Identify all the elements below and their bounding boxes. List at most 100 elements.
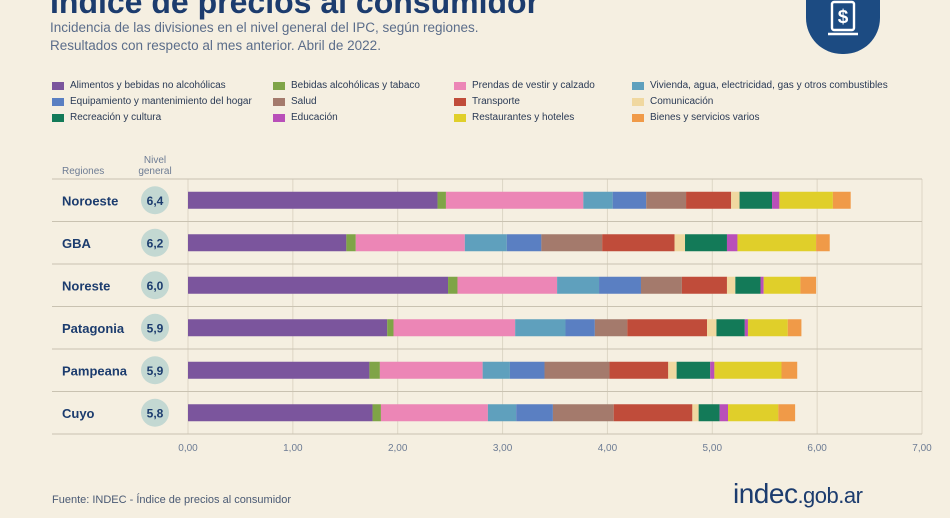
- legend-swatch: [454, 97, 466, 106]
- subtitle-line-1: Incidencia de las divisiones en el nivel…: [50, 20, 479, 35]
- chart-legend: Alimentos y bebidas no alcohólicas Bebida…: [52, 80, 932, 130]
- x-tick-label: 7,00: [912, 443, 932, 454]
- bar-segment: [719, 404, 729, 422]
- bar-segment: [726, 276, 736, 294]
- logo-domain: .gob.ar: [797, 483, 863, 508]
- legend-item: Vivienda, agua, electricidad, gas y otro…: [632, 80, 888, 91]
- bar-segment: [710, 361, 715, 379]
- bar-segment: [735, 276, 761, 294]
- x-tick-label: 4,00: [598, 443, 618, 454]
- legend-swatch: [273, 81, 285, 90]
- legend-swatch: [454, 81, 466, 90]
- bar-segment: [609, 361, 669, 379]
- bar-segment: [832, 191, 851, 209]
- general-header-line1: Nivel: [144, 155, 166, 166]
- bar-segment: [565, 319, 595, 337]
- bar-segment: [816, 234, 830, 252]
- bar-segment: [437, 191, 446, 209]
- bar-segment: [387, 319, 394, 337]
- legend-item: Bienes y servicios varios: [632, 112, 759, 123]
- legend-label: Transporte: [472, 96, 520, 107]
- bar-segment: [674, 234, 686, 252]
- bar-segment: [464, 234, 507, 252]
- bar-segment: [355, 234, 465, 252]
- bar-segment: [739, 191, 773, 209]
- bar-segment: [487, 404, 517, 422]
- bar-segment: [393, 319, 516, 337]
- bar-segment: [379, 361, 483, 379]
- dollar-document-glyph: $: [828, 0, 858, 36]
- bar-segment: [685, 234, 727, 252]
- bar-segment: [778, 404, 796, 422]
- bar-segment: [188, 234, 347, 252]
- region-label: Cuyo: [62, 406, 95, 421]
- dollar-document-icon: $: [806, 0, 880, 54]
- legend-swatch: [632, 97, 644, 106]
- legend-label: Comunicación: [650, 96, 714, 107]
- x-tick-label: 2,00: [388, 443, 408, 454]
- bar-segment: [613, 404, 693, 422]
- legend-item: Prendas de vestir y calzado: [454, 80, 595, 91]
- bar-segment: [747, 319, 788, 337]
- general-level-value: 6,4: [147, 194, 164, 208]
- bar-segment: [188, 361, 370, 379]
- bar-segment: [737, 234, 817, 252]
- legend-label: Bienes y servicios varios: [650, 112, 760, 123]
- legend-label: Educación: [291, 112, 338, 123]
- bar-segment: [457, 276, 558, 294]
- legend-item: Equipamiento y mantenimiento del hogar: [52, 96, 252, 107]
- source-note: Fuente: INDEC - Índice de precios al con…: [52, 494, 292, 506]
- legend-item: Restaurantes y hoteles: [454, 112, 574, 123]
- bar-segment: [509, 361, 545, 379]
- regions-header: Regiones: [62, 166, 104, 177]
- bar-segment: [557, 276, 600, 294]
- x-tick-label: 6,00: [807, 443, 827, 454]
- bar-segment: [506, 234, 542, 252]
- page-title: Índice de precios al consumidor: [50, 0, 540, 20]
- bar-segment: [707, 319, 717, 337]
- legend-item: Recreación y cultura: [52, 112, 161, 123]
- bar-segment: [445, 191, 584, 209]
- general-level-circle: [141, 398, 169, 427]
- legend-swatch: [273, 113, 285, 122]
- region-label: Noreste: [62, 278, 110, 293]
- legend-label: Recreación y cultura: [70, 112, 162, 123]
- bar-segment: [744, 319, 748, 337]
- general-level-circle: [141, 271, 169, 300]
- bar-segment: [188, 276, 449, 294]
- bar-segment: [482, 361, 510, 379]
- bar-segment: [646, 191, 687, 209]
- bar-segment: [346, 234, 356, 252]
- bar-segment: [698, 404, 720, 422]
- legend-item: Comunicación: [632, 96, 713, 107]
- general-level-circle: [141, 228, 169, 257]
- legend-swatch: [632, 81, 644, 90]
- bar-segment: [188, 191, 438, 209]
- legend-item: Educación: [273, 112, 338, 123]
- x-tick-label: 5,00: [703, 443, 723, 454]
- legend-swatch: [632, 113, 644, 122]
- general-level-value: 6,2: [147, 236, 164, 250]
- bar-segment: [716, 319, 745, 337]
- bar-segment: [188, 404, 373, 422]
- bar-segment: [686, 191, 732, 209]
- bar-segment: [188, 319, 388, 337]
- logo-main: indec: [733, 478, 798, 509]
- legend-label: Prendas de vestir y calzado: [472, 80, 595, 91]
- x-tick-label: 0,00: [178, 443, 198, 454]
- bar-segment: [781, 361, 798, 379]
- region-label: GBA: [62, 236, 92, 251]
- bar-segment: [800, 276, 817, 294]
- bar-segment: [583, 191, 613, 209]
- legend-swatch: [454, 113, 466, 122]
- bar-segment: [728, 404, 779, 422]
- bar-segment: [772, 191, 780, 209]
- bar-segment: [681, 276, 727, 294]
- general-level-circle: [141, 356, 169, 385]
- bar-segment: [516, 404, 553, 422]
- bar-segment: [760, 276, 764, 294]
- bar-segment: [640, 276, 682, 294]
- page-subtitle: Incidencia de las divisiones en el nivel…: [50, 19, 570, 55]
- legend-item: Salud: [273, 96, 317, 107]
